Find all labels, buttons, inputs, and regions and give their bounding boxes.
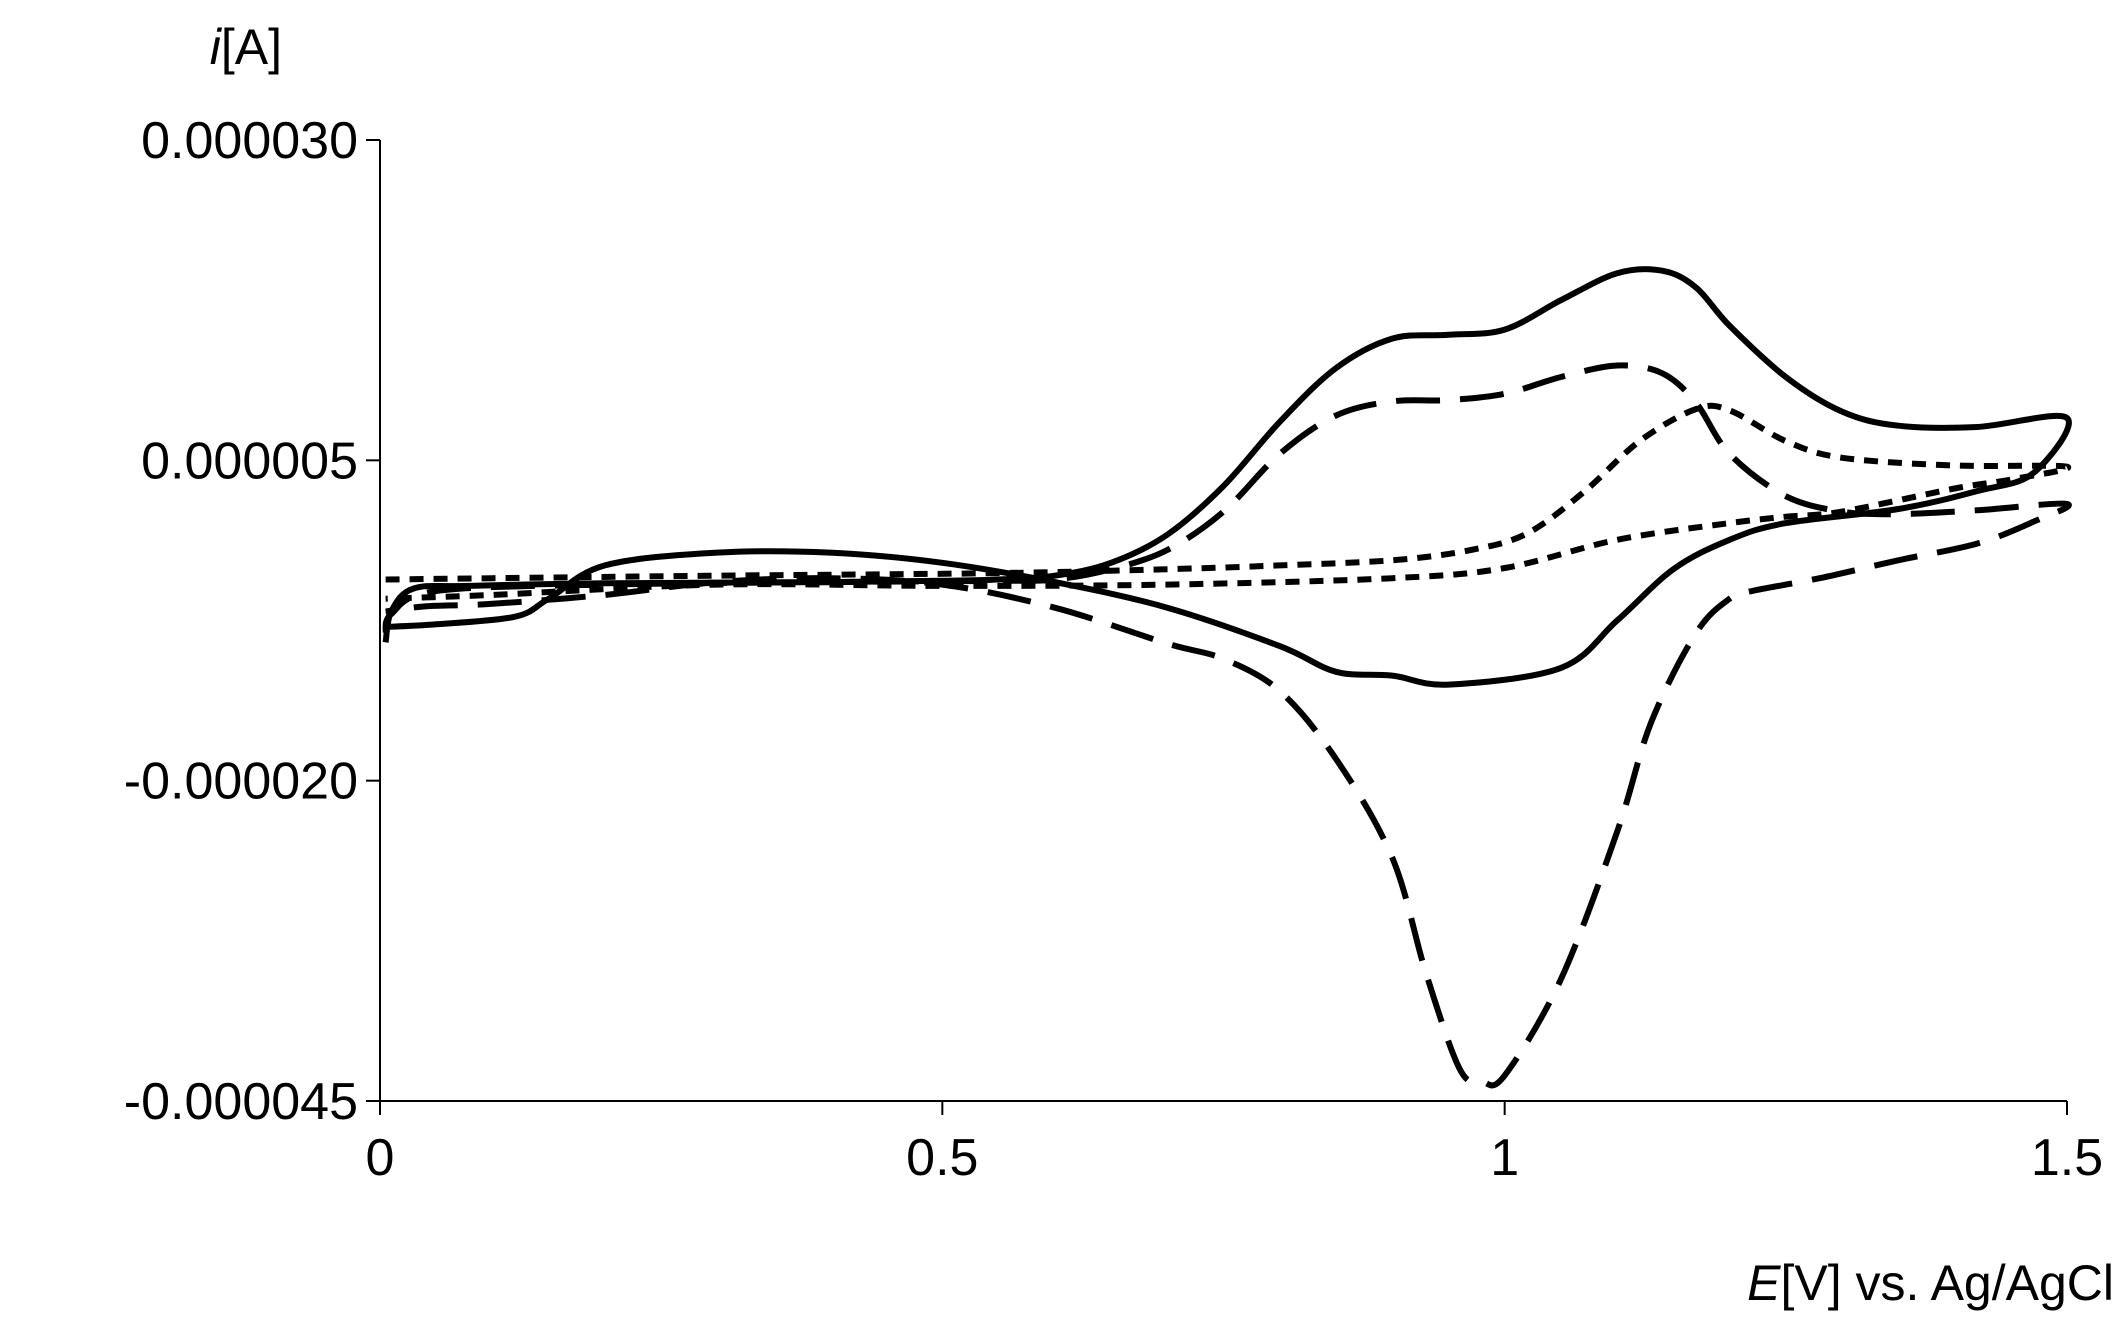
- y-tick-label: -0.000020: [124, 753, 358, 811]
- x-axis-label-rest: [V] vs. Ag/AgCl: [1781, 1255, 2114, 1311]
- y-tick-label: 0.000030: [141, 112, 358, 170]
- series-layer: [382, 266, 2072, 1089]
- x-ticks: 0 0.5 1 1.5: [366, 1101, 2103, 1187]
- y-axis-label-unit: [A]: [221, 19, 282, 75]
- x-axis-label: E[V] vs. Ag/AgCl: [1747, 1255, 2114, 1311]
- series-line-dotted: [385, 402, 2072, 602]
- x-tick-label: 0: [366, 1129, 395, 1187]
- y-axis-label-symbol: i: [210, 19, 223, 75]
- y-tick-label: 0.000005: [141, 432, 358, 490]
- y-ticks: 0.000030 0.000005 -0.000020 -0.000045: [124, 112, 380, 1131]
- series-line-solid: [382, 266, 2072, 688]
- x-tick-label: 0.5: [906, 1129, 978, 1187]
- series-line-dashed: [382, 362, 2072, 1089]
- x-axis-label-symbol: E: [1747, 1255, 1781, 1311]
- x-tick-label: 1: [1490, 1129, 1519, 1187]
- axes: [379, 140, 2067, 1102]
- y-tick-label: -0.000045: [124, 1073, 358, 1131]
- x-tick-label: 1.5: [2031, 1129, 2103, 1187]
- y-axis-label: i[A]: [210, 19, 282, 75]
